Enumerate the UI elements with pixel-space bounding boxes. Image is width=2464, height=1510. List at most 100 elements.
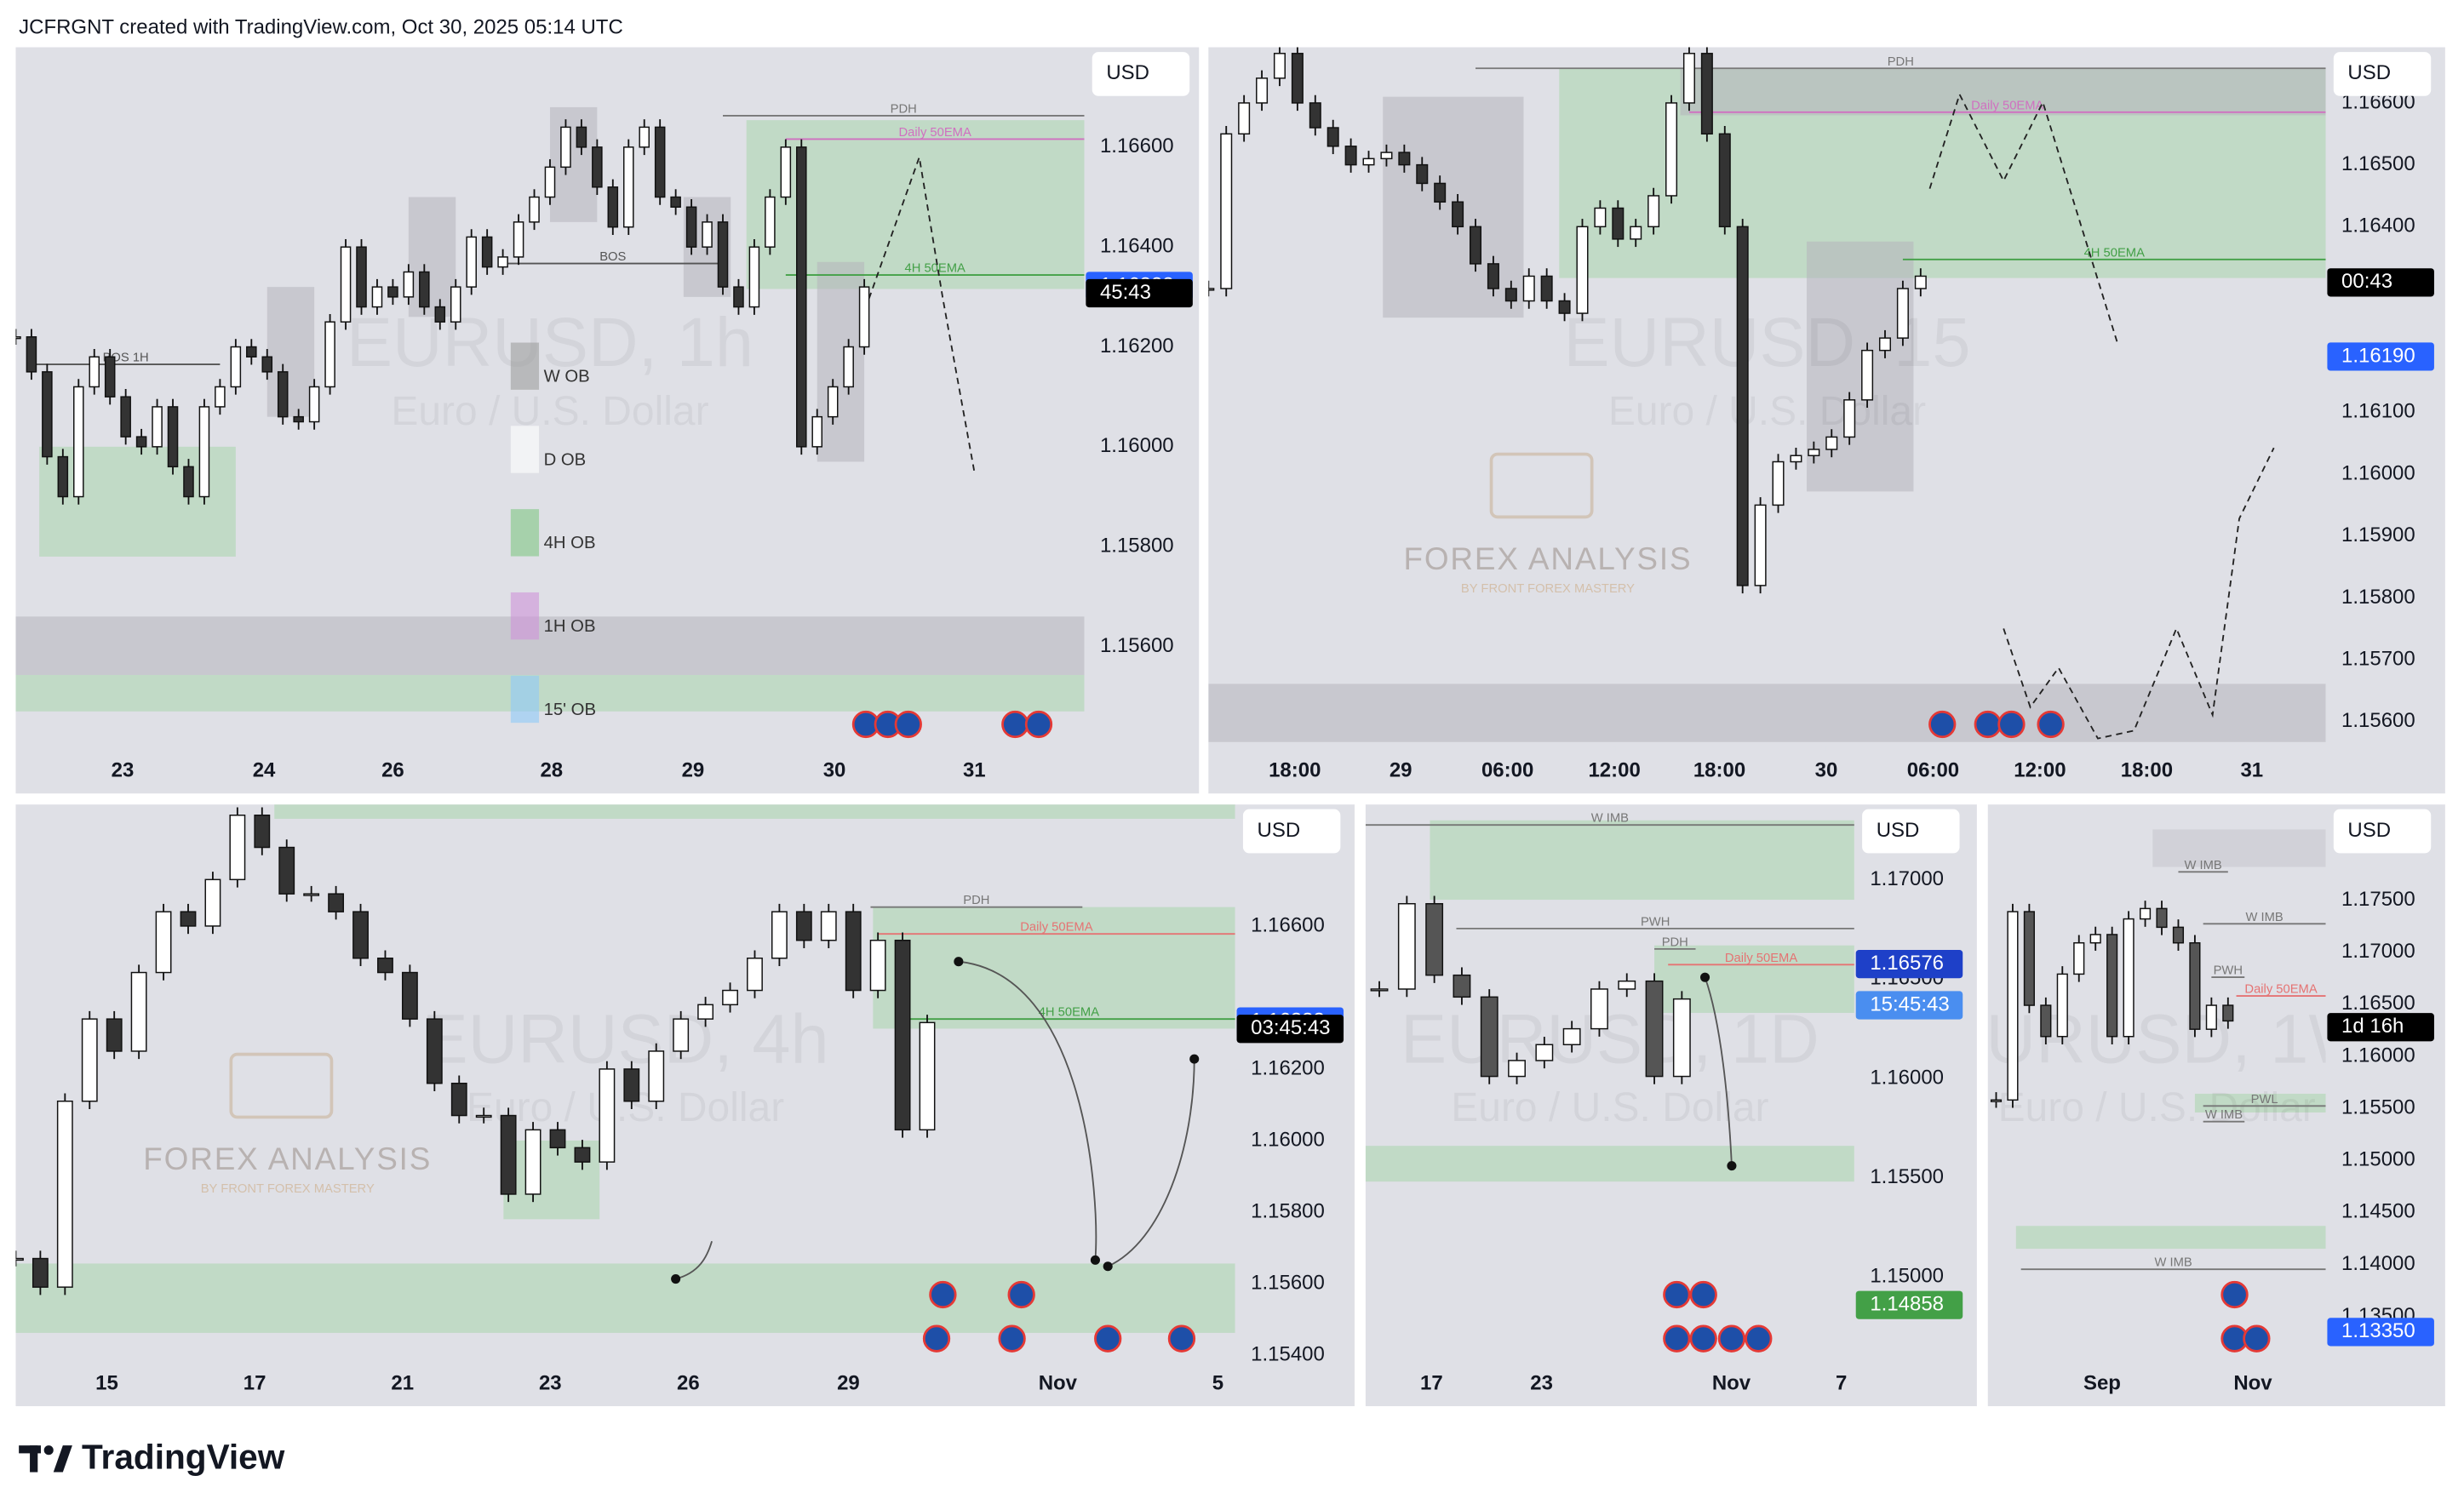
dot — [1700, 972, 1710, 982]
brand-icon — [229, 1052, 334, 1119]
event-icon — [1974, 710, 2002, 739]
candle-body — [120, 396, 131, 438]
y-tick-label: 1.15600 — [1251, 1271, 1325, 1294]
event-icon — [1024, 710, 1053, 739]
candle-body — [1425, 902, 1444, 976]
candle-body — [26, 336, 37, 373]
x-tick-label: 26 — [677, 1372, 700, 1395]
price-tag-label: 1.16576 — [1870, 952, 1944, 975]
level-label: 4H 50EMA — [2084, 246, 2145, 260]
watermark-title: EURUSD, 15 — [1563, 304, 1970, 381]
candle-body — [2040, 1004, 2052, 1038]
candle-body — [780, 146, 792, 198]
candle-body — [450, 286, 461, 323]
zone — [873, 907, 1235, 1029]
candle-body — [204, 878, 221, 927]
level-label: PDH — [1888, 55, 1914, 69]
candle-body — [328, 893, 345, 912]
candle-body — [198, 406, 210, 498]
candle-body — [167, 406, 179, 468]
candle-body — [261, 356, 273, 373]
level-label: 4H 50EMA — [905, 262, 966, 276]
candle-body — [2139, 907, 2152, 920]
level-label: PDH — [891, 102, 917, 116]
legend-label: 4H OB — [544, 534, 596, 552]
candle-body — [697, 1004, 714, 1020]
candle-body — [592, 146, 603, 188]
candle-body — [827, 386, 839, 418]
event-icon — [1167, 1324, 1196, 1353]
currency-box — [2333, 809, 2432, 854]
x-tick-label: 18:00 — [2121, 759, 2173, 782]
candle-body — [32, 1257, 49, 1288]
event-icon — [1745, 1324, 1773, 1353]
candle-body — [1594, 207, 1607, 228]
x-tick-label: 30 — [823, 759, 846, 782]
zone — [1806, 241, 1914, 492]
currency-label: USD — [2347, 819, 2391, 842]
legend-label: W OB — [544, 367, 590, 386]
dot — [1727, 1161, 1737, 1171]
candle-body — [1522, 275, 1535, 302]
arrow-dots — [671, 957, 1737, 1284]
candle-body — [845, 911, 862, 992]
countdown-box — [1236, 1015, 1344, 1044]
event-icon — [998, 1324, 1026, 1353]
x-tick-label: 31 — [963, 759, 986, 782]
candle-body — [1508, 1060, 1526, 1078]
candle-body — [401, 971, 418, 1020]
candle-body — [722, 989, 738, 1006]
candle-body — [513, 221, 524, 258]
currency-box — [1092, 52, 1190, 96]
x-tick-label: 24 — [253, 759, 276, 782]
x-tick-label: 7 — [1836, 1372, 1847, 1395]
y-tick-label: 1.16000 — [1870, 1066, 1944, 1089]
candle-body — [1790, 455, 1802, 463]
candle-body — [89, 356, 100, 388]
x-tick-label: 17 — [244, 1372, 266, 1395]
brand-watermark-sub: BY FRONT FOREX MASTERY — [1461, 582, 1635, 596]
price-tag-label: 1.16190 — [2341, 344, 2415, 367]
y-tick-label: 1.16000 — [2341, 461, 2415, 484]
candle-body — [1700, 53, 1713, 135]
watermark-subtitle: Euro / U.S. Dollar — [1998, 1085, 2316, 1130]
event-icon — [2220, 1280, 2249, 1309]
candle-body — [419, 271, 430, 308]
candle-body — [230, 346, 242, 388]
legend-swatch — [510, 342, 540, 390]
candle-body — [1291, 53, 1304, 104]
zone — [2194, 1093, 2326, 1112]
y-tick-label: 1.16200 — [1251, 1056, 1325, 1079]
panels: EURUSD, 1h Euro / U.S. Dollar PDH Daily 50E… — [15, 47, 2445, 1407]
candle-body — [152, 406, 163, 448]
candle-body — [1672, 998, 1691, 1078]
level-label: 4H 50EMA — [1039, 1006, 1099, 1020]
candle-body — [1416, 163, 1429, 185]
candle-body — [246, 346, 257, 357]
zone — [1365, 1146, 1854, 1182]
event-icon — [1689, 1280, 1717, 1309]
candle-body — [1843, 399, 1856, 438]
event-icon — [2243, 1324, 2271, 1353]
event-icon — [1689, 1324, 1717, 1353]
y-tick-label: 1.17000 — [1870, 867, 1944, 890]
watermark-subtitle: Euro / U.S. Dollar — [1608, 389, 1926, 434]
y-tick-label: 1.15700 — [2341, 647, 2415, 670]
candle-body — [324, 321, 335, 388]
level-label: Daily 50EMA — [1020, 921, 1092, 935]
candle-body — [135, 436, 147, 448]
chart-panel: EURUSD, 15 Euro / U.S. Dollar FOREX ANALYS… — [1208, 47, 2445, 794]
event-icon — [1663, 1280, 1691, 1309]
candle-body — [1914, 275, 1927, 289]
candle-body — [1558, 300, 1571, 314]
plot-area: EURUSD, 15 Euro / U.S. Dollar FOREX ANALYS… — [1208, 47, 2326, 742]
candle-body — [2073, 941, 2085, 975]
watermark-subtitle: Euro / U.S. Dollar — [1451, 1085, 1768, 1130]
candle-body — [1273, 53, 1286, 79]
candle-body — [1645, 980, 1664, 1078]
price-tag — [2327, 1318, 2434, 1347]
event-icon — [2037, 710, 2065, 739]
